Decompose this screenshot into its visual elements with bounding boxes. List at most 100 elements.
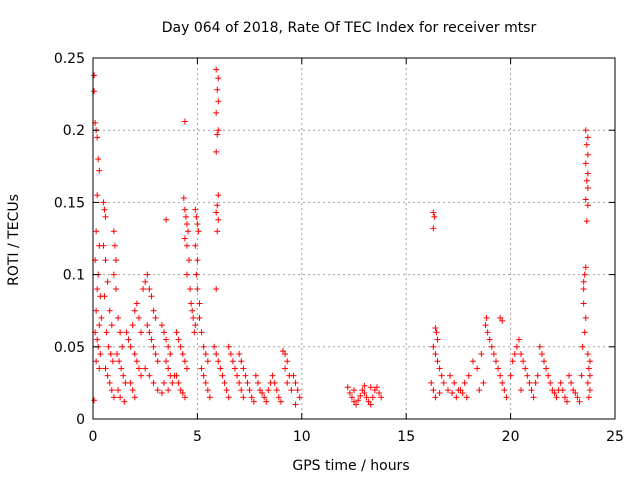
data-point: [434, 336, 441, 343]
data-point: [189, 307, 196, 314]
data-point: [192, 242, 199, 249]
data-point: [432, 351, 439, 358]
y-tick-label: 0.25: [54, 51, 85, 67]
data-point: [175, 379, 182, 386]
data-point: [192, 206, 199, 213]
data-point: [284, 358, 291, 365]
data-point: [584, 202, 591, 209]
data-point: [163, 358, 170, 365]
data-point: [513, 343, 520, 350]
y-tick-label: 0: [76, 412, 85, 428]
data-point: [104, 278, 111, 285]
data-point: [536, 343, 543, 350]
data-point: [107, 351, 114, 358]
data-point: [585, 365, 592, 372]
data-point: [102, 365, 109, 372]
x-tick-label: 0: [89, 429, 98, 445]
data-point: [242, 372, 249, 379]
data-point: [98, 314, 105, 321]
data-point: [434, 358, 441, 365]
data-point: [96, 365, 103, 372]
plot-frame: [92, 57, 616, 420]
data-point: [254, 379, 261, 386]
data-point: [538, 351, 545, 358]
data-point: [282, 365, 289, 372]
data-point: [507, 372, 514, 379]
data-point: [288, 387, 295, 394]
data-point: [217, 365, 224, 372]
data-point: [532, 379, 539, 386]
data-point: [213, 286, 220, 293]
data-point: [436, 390, 443, 397]
data-point: [101, 293, 108, 300]
data-point: [110, 228, 117, 235]
data-point: [183, 271, 190, 278]
data-point: [127, 379, 134, 386]
data-point: [214, 86, 221, 93]
data-point: [263, 398, 270, 405]
data-point: [194, 257, 201, 264]
data-point: [179, 351, 186, 358]
data-point: [183, 221, 190, 228]
data-point: [102, 257, 109, 264]
data-point: [167, 351, 174, 358]
data-point: [355, 397, 362, 404]
data-point: [138, 372, 145, 379]
data-point: [119, 343, 126, 350]
data-point: [470, 358, 477, 365]
data-point: [211, 343, 218, 350]
data-point: [461, 379, 468, 386]
data-point: [188, 300, 195, 307]
data-point: [294, 387, 301, 394]
data-point: [524, 372, 531, 379]
data-point: [150, 307, 157, 314]
data-point: [488, 343, 495, 350]
data-point: [129, 322, 136, 329]
data-point: [259, 390, 266, 397]
data-point: [122, 379, 129, 386]
data-point: [94, 286, 101, 293]
data-point: [373, 384, 380, 391]
data-point: [240, 394, 247, 401]
x-tick-label: 10: [293, 429, 311, 445]
data-point: [111, 242, 118, 249]
data-point: [566, 372, 573, 379]
data-point: [115, 314, 122, 321]
data-point: [526, 379, 533, 386]
data-point: [582, 196, 589, 203]
data-point: [100, 199, 107, 206]
data-point: [484, 329, 491, 336]
data-point: [275, 394, 282, 401]
data-point: [152, 351, 159, 358]
data-point: [109, 358, 116, 365]
data-point: [238, 358, 245, 365]
data-point: [223, 387, 230, 394]
data-point: [198, 329, 205, 336]
data-point: [225, 343, 232, 350]
data-point: [584, 351, 591, 358]
data-point: [108, 387, 115, 394]
data-point: [133, 358, 140, 365]
data-point: [503, 394, 510, 401]
data-point: [202, 351, 209, 358]
data-point: [492, 358, 499, 365]
data-point: [482, 322, 489, 329]
data-point: [348, 394, 355, 401]
data-point: [528, 387, 535, 394]
data-point: [586, 372, 593, 379]
data-point: [518, 387, 525, 394]
data-point: [165, 365, 172, 372]
data-point: [561, 394, 568, 401]
data-point: [547, 379, 554, 386]
data-point: [346, 390, 353, 397]
data-point: [580, 278, 587, 285]
data-point: [110, 394, 117, 401]
data-point: [93, 307, 100, 314]
data-point: [361, 382, 368, 389]
data-point: [495, 365, 502, 372]
data-point: [94, 336, 101, 343]
data-point: [177, 343, 184, 350]
data-point: [152, 314, 159, 321]
data-point: [236, 379, 243, 386]
